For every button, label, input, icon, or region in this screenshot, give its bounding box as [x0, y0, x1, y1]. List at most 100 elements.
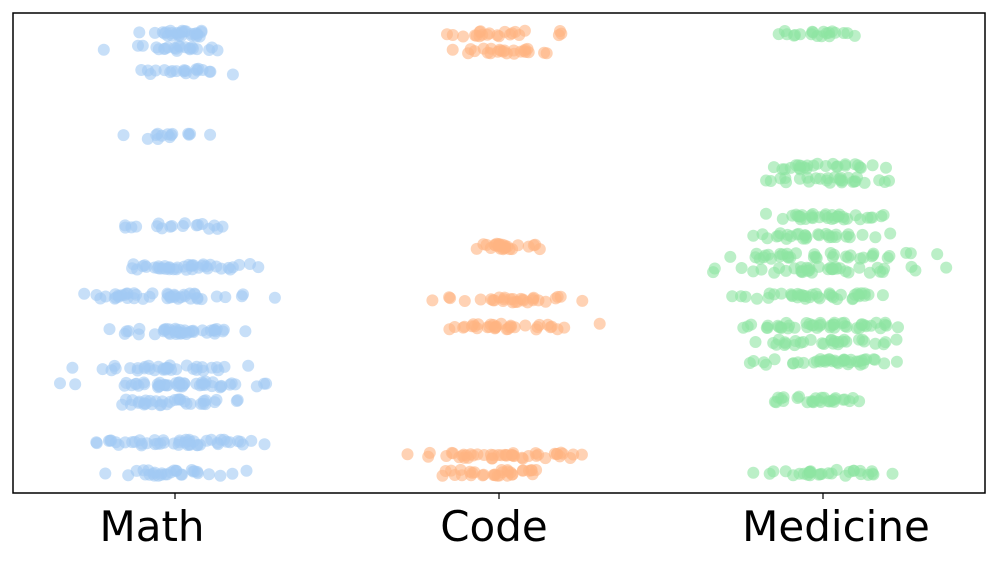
x-tick-label-medicine: Medicine: [742, 502, 930, 551]
data-point-math: [136, 260, 149, 273]
data-point-medicine: [848, 288, 861, 301]
data-point-medicine: [828, 395, 840, 408]
data-point-medicine: [775, 287, 788, 300]
data-point-code: [466, 466, 479, 479]
data-point-code: [464, 43, 477, 56]
data-point-math: [211, 44, 224, 57]
data-point-math: [226, 261, 239, 274]
data-point-medicine: [879, 316, 892, 329]
data-point-math: [161, 128, 174, 141]
data-point-code: [527, 291, 540, 304]
data-point-medicine: [829, 261, 842, 274]
data-point-medicine: [841, 27, 854, 40]
data-point-code: [555, 27, 568, 40]
data-point-medicine: [853, 261, 866, 274]
data-point-math: [212, 364, 225, 377]
data-point-math: [151, 220, 164, 233]
data-point-math: [204, 65, 217, 78]
data-point-medicine: [751, 292, 763, 305]
data-point-math: [172, 292, 185, 305]
data-point-math: [170, 42, 182, 55]
data-point-math: [240, 464, 253, 477]
data-point-medicine: [810, 355, 823, 368]
data-point-medicine: [827, 318, 840, 331]
data-point-medicine: [794, 336, 807, 349]
data-point-math: [219, 291, 232, 304]
data-point-math: [96, 363, 109, 376]
data-point-code: [567, 448, 580, 461]
data-point-medicine: [890, 355, 903, 368]
data-point-code: [457, 448, 470, 461]
data-point-medicine: [812, 394, 825, 407]
data-point-medicine: [940, 261, 953, 274]
data-point-math: [223, 436, 236, 449]
data-point-medicine: [761, 232, 774, 245]
data-point-medicine: [778, 163, 791, 176]
data-point-code: [519, 46, 532, 58]
data-point-math: [141, 132, 154, 145]
data-point-code: [544, 321, 557, 334]
data-point-math: [90, 436, 103, 449]
data-point-code: [593, 317, 606, 330]
x-axis-tick-labels: Math Code Medicine: [99, 502, 929, 551]
data-point-medicine: [876, 289, 889, 302]
data-point-math: [152, 381, 165, 394]
data-point-math: [148, 364, 161, 377]
data-point-medicine: [819, 160, 832, 172]
data-point-math: [268, 291, 281, 304]
data-point-medicine: [855, 354, 868, 367]
data-point-medicine: [804, 469, 816, 482]
data-point-math: [94, 292, 107, 305]
data-point-medicine: [768, 353, 781, 366]
data-point-code: [476, 28, 489, 41]
data-point-medicine: [776, 212, 789, 225]
data-point-code: [498, 239, 511, 252]
data-point-medicine: [931, 248, 944, 261]
data-point-math: [54, 377, 66, 390]
data-point-medicine: [892, 321, 904, 334]
data-point-medicine: [839, 469, 852, 482]
data-point-medicine: [880, 161, 892, 174]
data-point-code: [423, 446, 436, 459]
data-point-medicine: [793, 172, 806, 185]
data-point-medicine: [831, 210, 844, 223]
data-point-medicine: [708, 262, 721, 275]
data-point-math: [124, 362, 137, 375]
data-point-medicine: [767, 337, 780, 349]
data-point-math: [146, 287, 159, 300]
data-point-code: [487, 469, 500, 481]
data-point-math: [192, 62, 205, 75]
data-point-math: [203, 468, 215, 481]
data-point-math: [97, 43, 110, 56]
data-point-medicine: [884, 227, 897, 240]
data-point-code: [436, 469, 449, 482]
data-point-math: [187, 465, 200, 478]
data-point-medicine: [856, 228, 869, 241]
data-point-math: [200, 260, 213, 273]
data-point-medicine: [787, 469, 800, 482]
data-point-code: [539, 295, 552, 308]
data-point-medicine: [820, 354, 833, 367]
data-point-math: [215, 262, 228, 275]
data-point-math: [78, 287, 91, 300]
data-point-medicine: [799, 232, 812, 245]
data-point-medicine: [848, 175, 861, 188]
data-point-medicine: [855, 468, 867, 481]
data-point-medicine: [764, 175, 777, 187]
data-point-medicine: [854, 213, 867, 226]
data-point-medicine: [867, 468, 880, 481]
data-point-medicine: [843, 231, 856, 244]
data-point-medicine: [869, 231, 882, 244]
data-point-math: [148, 328, 161, 341]
data-point-math: [105, 434, 118, 447]
data-point-math: [164, 327, 177, 340]
data-point-medicine: [776, 248, 789, 261]
data-point-math: [184, 127, 197, 140]
data-point-medicine: [868, 353, 881, 366]
data-point-math: [137, 464, 150, 477]
data-point-math: [203, 222, 215, 235]
data-point-medicine: [821, 172, 834, 185]
data-point-math: [167, 437, 180, 450]
data-point-math: [138, 378, 151, 391]
data-point-medicine: [866, 211, 879, 224]
